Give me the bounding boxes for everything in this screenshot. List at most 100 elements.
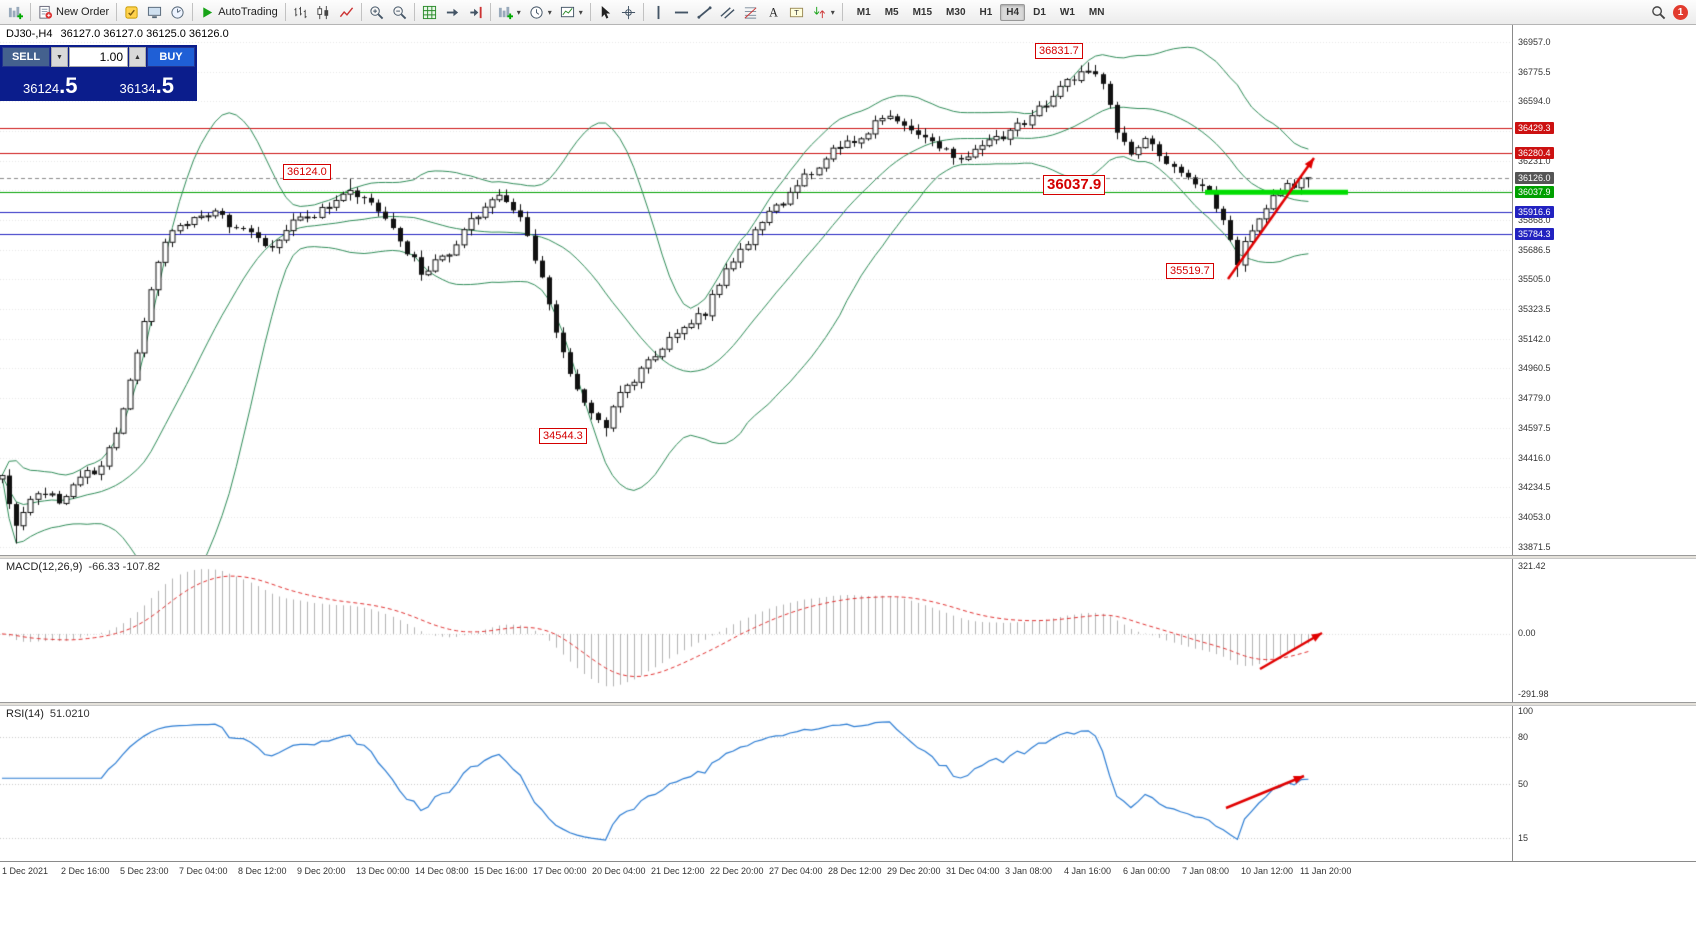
trendline-button[interactable] [693, 1, 716, 23]
timeframe-m30-button[interactable]: M30 [946, 6, 966, 18]
price-tag: 36280.4 [1515, 146, 1554, 159]
timeframe-d1-button[interactable]: D1 [1033, 6, 1046, 18]
strategy-tester-button[interactable] [166, 1, 189, 23]
price-tick-label: 36231.0 [1518, 155, 1551, 166]
line-chart-button[interactable] [335, 1, 358, 23]
search-icon[interactable] [1651, 5, 1666, 20]
main-chart-canvas[interactable] [0, 25, 1512, 555]
new-chart-menu-button[interactable]: ▾ [494, 1, 525, 23]
notification-badge[interactable]: 1 [1673, 4, 1688, 20]
time-axis-label: 28 Dec 12:00 [828, 866, 882, 876]
macd-axis[interactable]: 321.42 0.00 -291.98 [1512, 559, 1696, 702]
timeframe-w1-button[interactable]: W1 [1059, 6, 1075, 18]
volume-increase-button[interactable]: ▲ [129, 47, 146, 67]
bar-chart-button[interactable] [289, 1, 312, 23]
price-annotation[interactable]: 35519.7 [1166, 263, 1214, 279]
timeframe-bar: M1 M5 M15 M30 H1 H4 D1 W1 MN [850, 3, 1112, 21]
cursor-icon [598, 5, 613, 20]
chart-shift-button[interactable] [464, 1, 487, 23]
equidistant-channel-button[interactable] [716, 1, 739, 23]
candlestick-chart-button[interactable] [312, 1, 335, 23]
time-axis-label: 9 Dec 20:00 [297, 866, 346, 876]
vertical-line-icon [651, 5, 666, 20]
time-axis-label: 8 Dec 12:00 [238, 866, 287, 876]
time-axis-label: 7 Dec 04:00 [179, 866, 228, 876]
text-label-button[interactable]: T [785, 1, 808, 23]
cursor-button[interactable] [594, 1, 617, 23]
macd-canvas[interactable] [0, 559, 1512, 702]
svg-text:A: A [769, 5, 778, 19]
timeframe-mn-button[interactable]: MN [1088, 6, 1105, 18]
toolbar: New Order AutoTrading ▾ ▾ ▾ A T ▾ M1 M5 M15 M30 H1 H… [0, 0, 1696, 25]
chevron-down-icon: ▾ [547, 7, 552, 17]
time-axis-label: 6 Jan 00:00 [1123, 866, 1171, 876]
crosshair-button[interactable] [617, 1, 640, 23]
fibonacci-button[interactable] [739, 1, 762, 23]
buy-button[interactable]: BUY [147, 47, 195, 67]
autotrading-button[interactable]: AutoTrading [196, 1, 282, 23]
volume-decrease-button[interactable]: ▼ [51, 47, 68, 67]
terminal-icon [147, 5, 162, 20]
time-axis-label: 17 Dec 00:00 [533, 866, 587, 876]
time-axis-label: 21 Dec 12:00 [651, 866, 705, 876]
metaeditor-button[interactable] [120, 1, 143, 23]
new-order-button[interactable]: New Order [34, 1, 113, 23]
price-tick-label: 34053.0 [1518, 511, 1551, 522]
macd-panel: MACD(12,26,9) -66.33 -107.82 321.42 0.00 -2… [0, 559, 1696, 702]
time-axis-label: 20 Dec 04:00 [592, 866, 646, 876]
rsi-axis[interactable]: 100 80 50 15 [1512, 706, 1696, 861]
terminal-button[interactable] [143, 1, 166, 23]
price-tick-label: 35868.0 [1518, 214, 1551, 225]
time-axis[interactable]: 1 Dec 2021 2 Dec 16:00 5 Dec 23:00 7 Dec 04… [0, 861, 1696, 882]
auto-scroll-icon [445, 5, 460, 20]
sell-button[interactable]: SELL [2, 47, 50, 67]
price-annotation[interactable]: 36831.7 [1035, 43, 1083, 59]
price-axis[interactable]: 36957.036775.536594.036412.536231.036049… [1512, 25, 1696, 555]
vertical-line-button[interactable] [647, 1, 670, 23]
timeframe-h1-button[interactable]: H1 [979, 6, 993, 18]
price-tag: 36037.9 [1515, 186, 1554, 199]
timeframe-m15-button[interactable]: M15 [912, 6, 933, 18]
autotrading-icon [200, 5, 215, 20]
chart-shift-icon [468, 5, 483, 20]
price-annotation[interactable]: 34544.3 [539, 428, 587, 444]
price-tag: 36429.3 [1515, 122, 1554, 135]
price-tick-label: 34597.5 [1518, 422, 1551, 433]
price-annotation[interactable]: 36124.0 [283, 164, 331, 180]
toolbar-separator [642, 3, 644, 21]
price-tick-label: 34779.0 [1518, 393, 1551, 404]
arrows-menu-button[interactable]: ▾ [808, 1, 839, 23]
panel-splitter[interactable] [0, 555, 1696, 559]
timeframe-m5-button[interactable]: M5 [884, 6, 899, 18]
rsi-tick-label: 100 [1518, 706, 1534, 716]
auto-scroll-button[interactable] [441, 1, 464, 23]
rsi-tick-label: 80 [1518, 732, 1529, 742]
time-axis-label: 27 Dec 04:00 [769, 866, 823, 876]
templates-menu-button[interactable]: ▾ [556, 1, 587, 23]
timeframe-h4-button[interactable]: H4 [1000, 3, 1026, 21]
rsi-value: 51.0210 [49, 708, 90, 720]
new-chart-button[interactable] [4, 1, 27, 23]
toolbar-right: 1 [1651, 4, 1692, 20]
volume-input[interactable] [69, 47, 128, 67]
chart-ohlc-header: DJ30-,H4 36127.0 36127.0 36125.0 36126.0 [6, 28, 229, 40]
autotrading-label: AutoTrading [218, 6, 278, 18]
indicators-button[interactable] [418, 1, 441, 23]
horizontal-line-button[interactable] [670, 1, 693, 23]
panel-splitter[interactable] [0, 702, 1696, 706]
rsi-canvas[interactable] [0, 706, 1512, 861]
toolbar-separator [589, 3, 591, 21]
svg-text:T: T [794, 8, 799, 17]
periods-menu-button[interactable]: ▾ [525, 1, 556, 23]
price-annotation[interactable]: 36037.9 [1043, 175, 1106, 195]
zoom-in-button[interactable] [365, 1, 388, 23]
chevron-down-icon: ▾ [578, 7, 583, 17]
text-button[interactable]: A [762, 1, 785, 23]
time-axis-label: 15 Dec 16:00 [474, 866, 528, 876]
price-tick-label: 36775.5 [1518, 66, 1551, 77]
timeframe-m1-button[interactable]: M1 [856, 6, 871, 18]
macd-tick-label: 321.42 [1518, 561, 1546, 571]
time-axis-label: 13 Dec 00:00 [356, 866, 410, 876]
strategy-tester-icon [170, 5, 185, 20]
zoom-out-button[interactable] [388, 1, 411, 23]
